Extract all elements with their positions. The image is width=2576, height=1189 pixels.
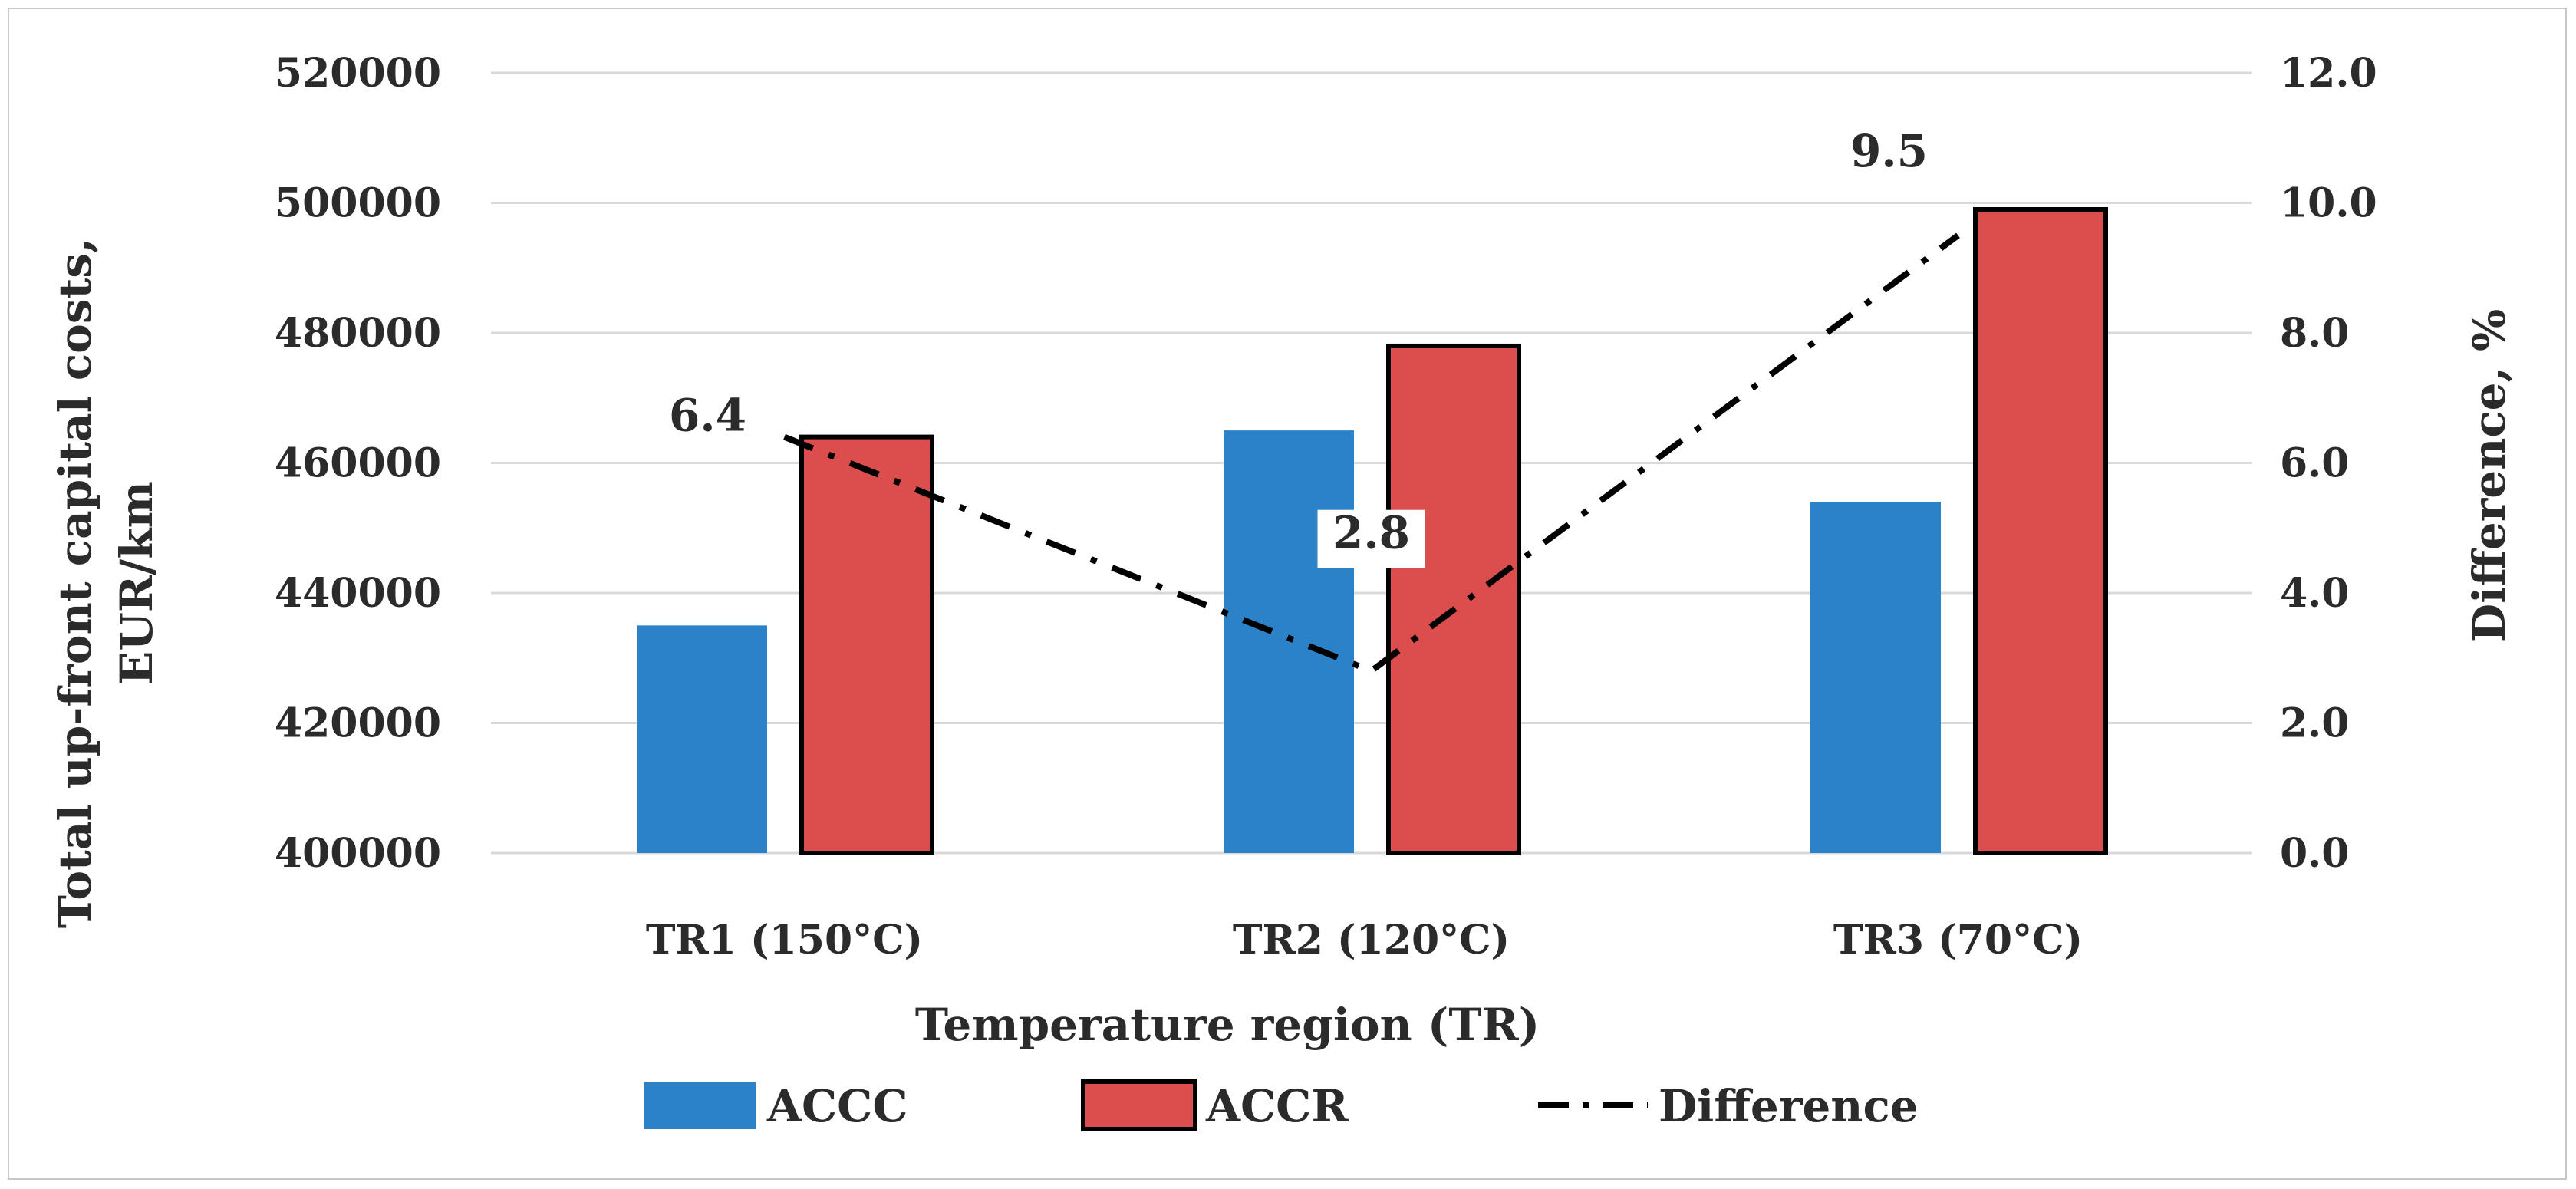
legend-swatch-accc (644, 1082, 756, 1129)
difference-data-label: 6.4 (669, 390, 746, 442)
bars (637, 206, 2108, 856)
y-tick-label: 480000 (275, 310, 441, 357)
difference-data-label: 2.8 (1332, 507, 1410, 559)
y-tick-label: 400000 (275, 830, 441, 877)
y2-tick-label: 4.0 (2280, 570, 2349, 617)
difference-line: 6.4 2.8 9.5 (669, 125, 1960, 675)
left-axis-ticks: 400000 420000 440000 460000 480000 500000 5200… (275, 50, 441, 877)
y-tick-label: 440000 (275, 570, 441, 617)
difference-data-label: 9.5 (1850, 125, 1928, 177)
y-tick-label: 420000 (275, 700, 441, 747)
legend-swatch-accr (1081, 1079, 1197, 1131)
bar-accr (1386, 343, 1521, 855)
bar-accc (637, 625, 767, 853)
legend-label-difference: Difference (1659, 1080, 1919, 1132)
y2-tick-label: 6.0 (2280, 440, 2349, 487)
y-tick-label: 460000 (275, 440, 441, 487)
y2-tick-label: 2.0 (2280, 700, 2349, 747)
bar-accr (1973, 206, 2108, 856)
x-tick-label: TR1 (150°C) (646, 917, 923, 963)
y2-tick-label: 12.0 (2280, 50, 2377, 97)
x-axis-ticks: TR1 (150°C) TR2 (120°C) TR3 (70°C) (646, 917, 2083, 963)
difference-series-line (783, 232, 1960, 675)
legend: ACCC ACCR Difference (644, 1079, 1919, 1132)
legend-label-accc: ACCC (766, 1080, 908, 1132)
y-axis-title-line1: Total up-front capital costs, (49, 238, 101, 928)
y-axis-title-line2: EUR/km (110, 481, 163, 685)
right-axis-ticks: 0.0 2.0 4.0 6.0 8.0 10.0 12.0 (2280, 50, 2377, 877)
x-axis-title: Temperature region (TR) (915, 999, 1540, 1051)
y-tick-label: 500000 (275, 180, 441, 227)
y-tick-label: 520000 (275, 50, 441, 97)
gridlines (491, 71, 2252, 855)
y2-axis-title: Difference, % (2463, 309, 2515, 642)
x-tick-label: TR3 (70°C) (1833, 917, 2083, 963)
y2-tick-label: 0.0 (2280, 830, 2349, 877)
legend-label-accr: ACCR (1205, 1080, 1349, 1132)
bar-accr (799, 434, 934, 855)
data-label-background (1317, 509, 1425, 568)
bar-accc (1224, 430, 1354, 853)
y2-tick-label: 8.0 (2280, 310, 2349, 357)
y2-tick-label: 10.0 (2280, 180, 2377, 227)
x-tick-label: TR2 (120°C) (1233, 917, 1510, 963)
bar-accc (1810, 502, 1941, 853)
